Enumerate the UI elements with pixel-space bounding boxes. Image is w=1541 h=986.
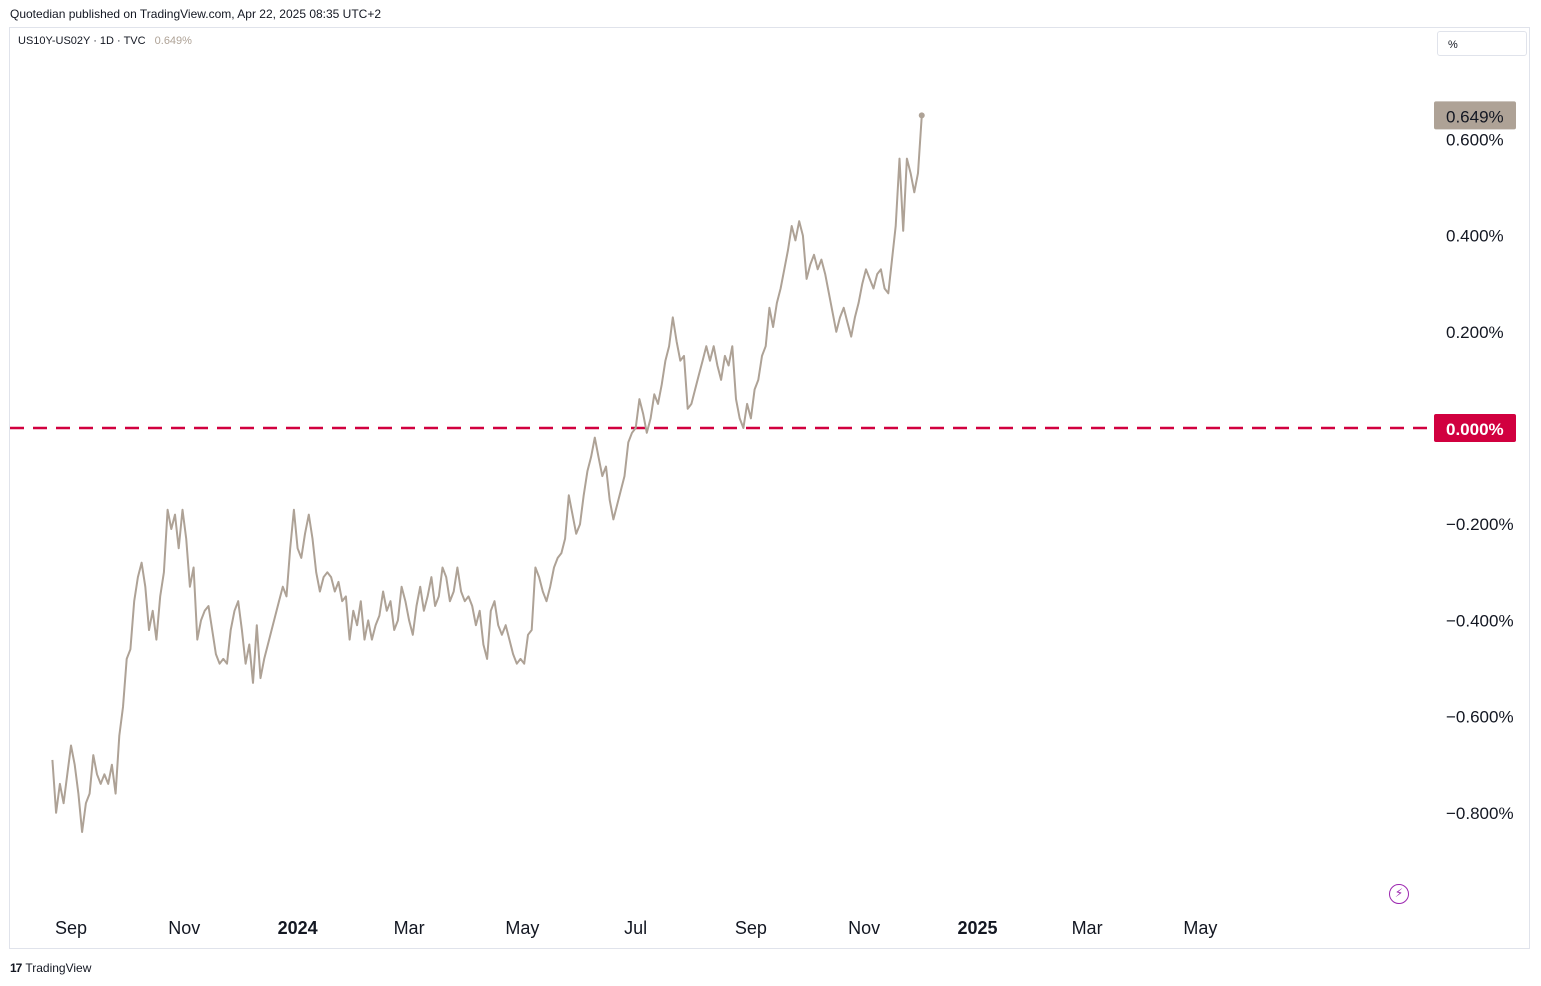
last-value-badge — [1434, 101, 1516, 130]
spread-series-line — [51, 115, 923, 833]
legend-last-value: 0.649% — [154, 35, 192, 47]
y-tick-label: 0.600% — [1446, 130, 1504, 149]
chart-frame — [9, 27, 1530, 949]
x-tick-label: Jul — [624, 918, 647, 938]
unit-selector[interactable]: % — [1437, 31, 1527, 56]
footer[interactable]: 17 TradingView — [10, 961, 91, 975]
last-value-label: 0.649% — [1446, 107, 1504, 126]
y-tick-label: −0.800% — [1446, 804, 1514, 823]
lightning-bolt-icon[interactable]: ⚡ — [1389, 884, 1409, 904]
y-tick-label: −0.200% — [1446, 515, 1514, 534]
symbol-legend[interactable]: US10Y-US02Y · 1D · TVC 0.649% — [18, 35, 192, 47]
y-tick-label: 0.400% — [1446, 227, 1504, 246]
tradingview-logo-icon: 17 — [10, 961, 22, 975]
x-tick-label: 2024 — [278, 918, 318, 938]
zero-value-badge — [1434, 414, 1516, 442]
x-tick-label: Sep — [735, 918, 767, 938]
y-tick-label: −0.400% — [1446, 611, 1514, 630]
zero-value-label: 0.000% — [1446, 420, 1504, 439]
x-tick-label: May — [1183, 918, 1217, 938]
footer-brand: TradingView — [25, 961, 92, 975]
y-tick-label: −0.600% — [1446, 708, 1514, 727]
publication-header: Quotedian published on TradingView.com, … — [10, 7, 382, 21]
last-point-marker — [918, 112, 925, 119]
y-tick-label: 0.200% — [1446, 323, 1504, 342]
x-tick-label: Mar — [1072, 918, 1103, 938]
x-tick-label: Nov — [168, 918, 200, 938]
x-tick-label: May — [505, 918, 539, 938]
x-tick-label: Mar — [394, 918, 425, 938]
x-tick-label: Nov — [848, 918, 880, 938]
symbol-label: US10Y-US02Y · 1D · TVC — [18, 35, 146, 47]
x-tick-label: Sep — [55, 918, 87, 938]
x-tick-label: 2025 — [957, 918, 997, 938]
